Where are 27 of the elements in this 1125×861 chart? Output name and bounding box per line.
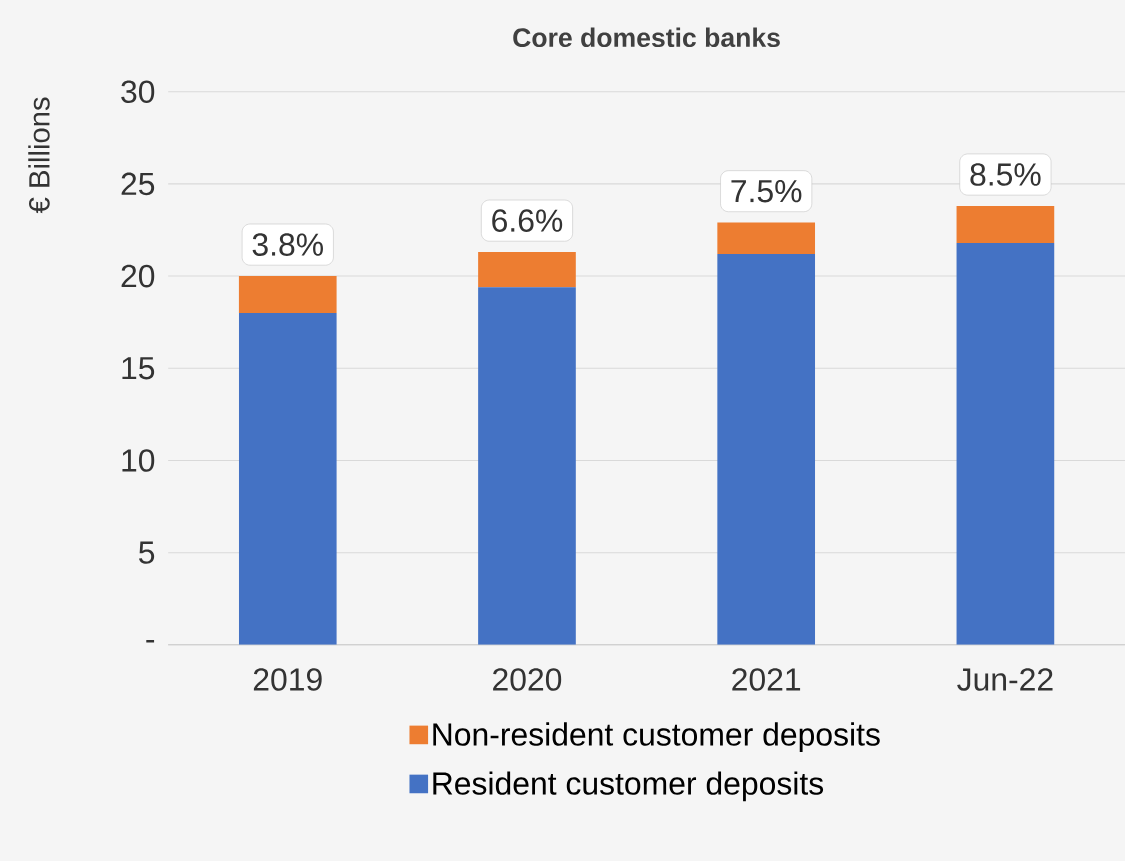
bar [717, 222, 816, 254]
x-tick-label: 2021 [732, 668, 801, 691]
annotation: 7.5% [731, 179, 802, 203]
y-tick-label: 20 [121, 264, 155, 288]
y-tick-label: - [146, 639, 155, 643]
y-tick-label: 5 [139, 541, 155, 564]
x-tick-label: 2019 [253, 668, 322, 691]
x-tick-label: Jun-22 [957, 668, 1053, 691]
x-tick-label: 2020 [493, 668, 562, 691]
bar [238, 276, 337, 313]
bar [717, 253, 816, 645]
y-tick-label: 15 [122, 357, 155, 380]
chart-title: Core domestic banks [513, 27, 780, 48]
y-axis-title: € Billions [28, 97, 50, 214]
bar [238, 312, 337, 645]
annotation: 6.6% [492, 209, 563, 232]
y-tick-label: 30 [121, 80, 155, 103]
annotation: 3.8% [252, 233, 323, 256]
bar [956, 242, 1055, 645]
bar [478, 252, 576, 288]
bar [478, 287, 576, 645]
legend-label: Resident customer deposits [433, 771, 824, 802]
y-tick-label: 25 [121, 172, 155, 196]
bar [956, 205, 1055, 243]
y-tick-label: 10 [122, 449, 155, 472]
annotation: 8.5% [970, 163, 1041, 186]
legend-label: Non-resident customer deposits [433, 722, 880, 753]
